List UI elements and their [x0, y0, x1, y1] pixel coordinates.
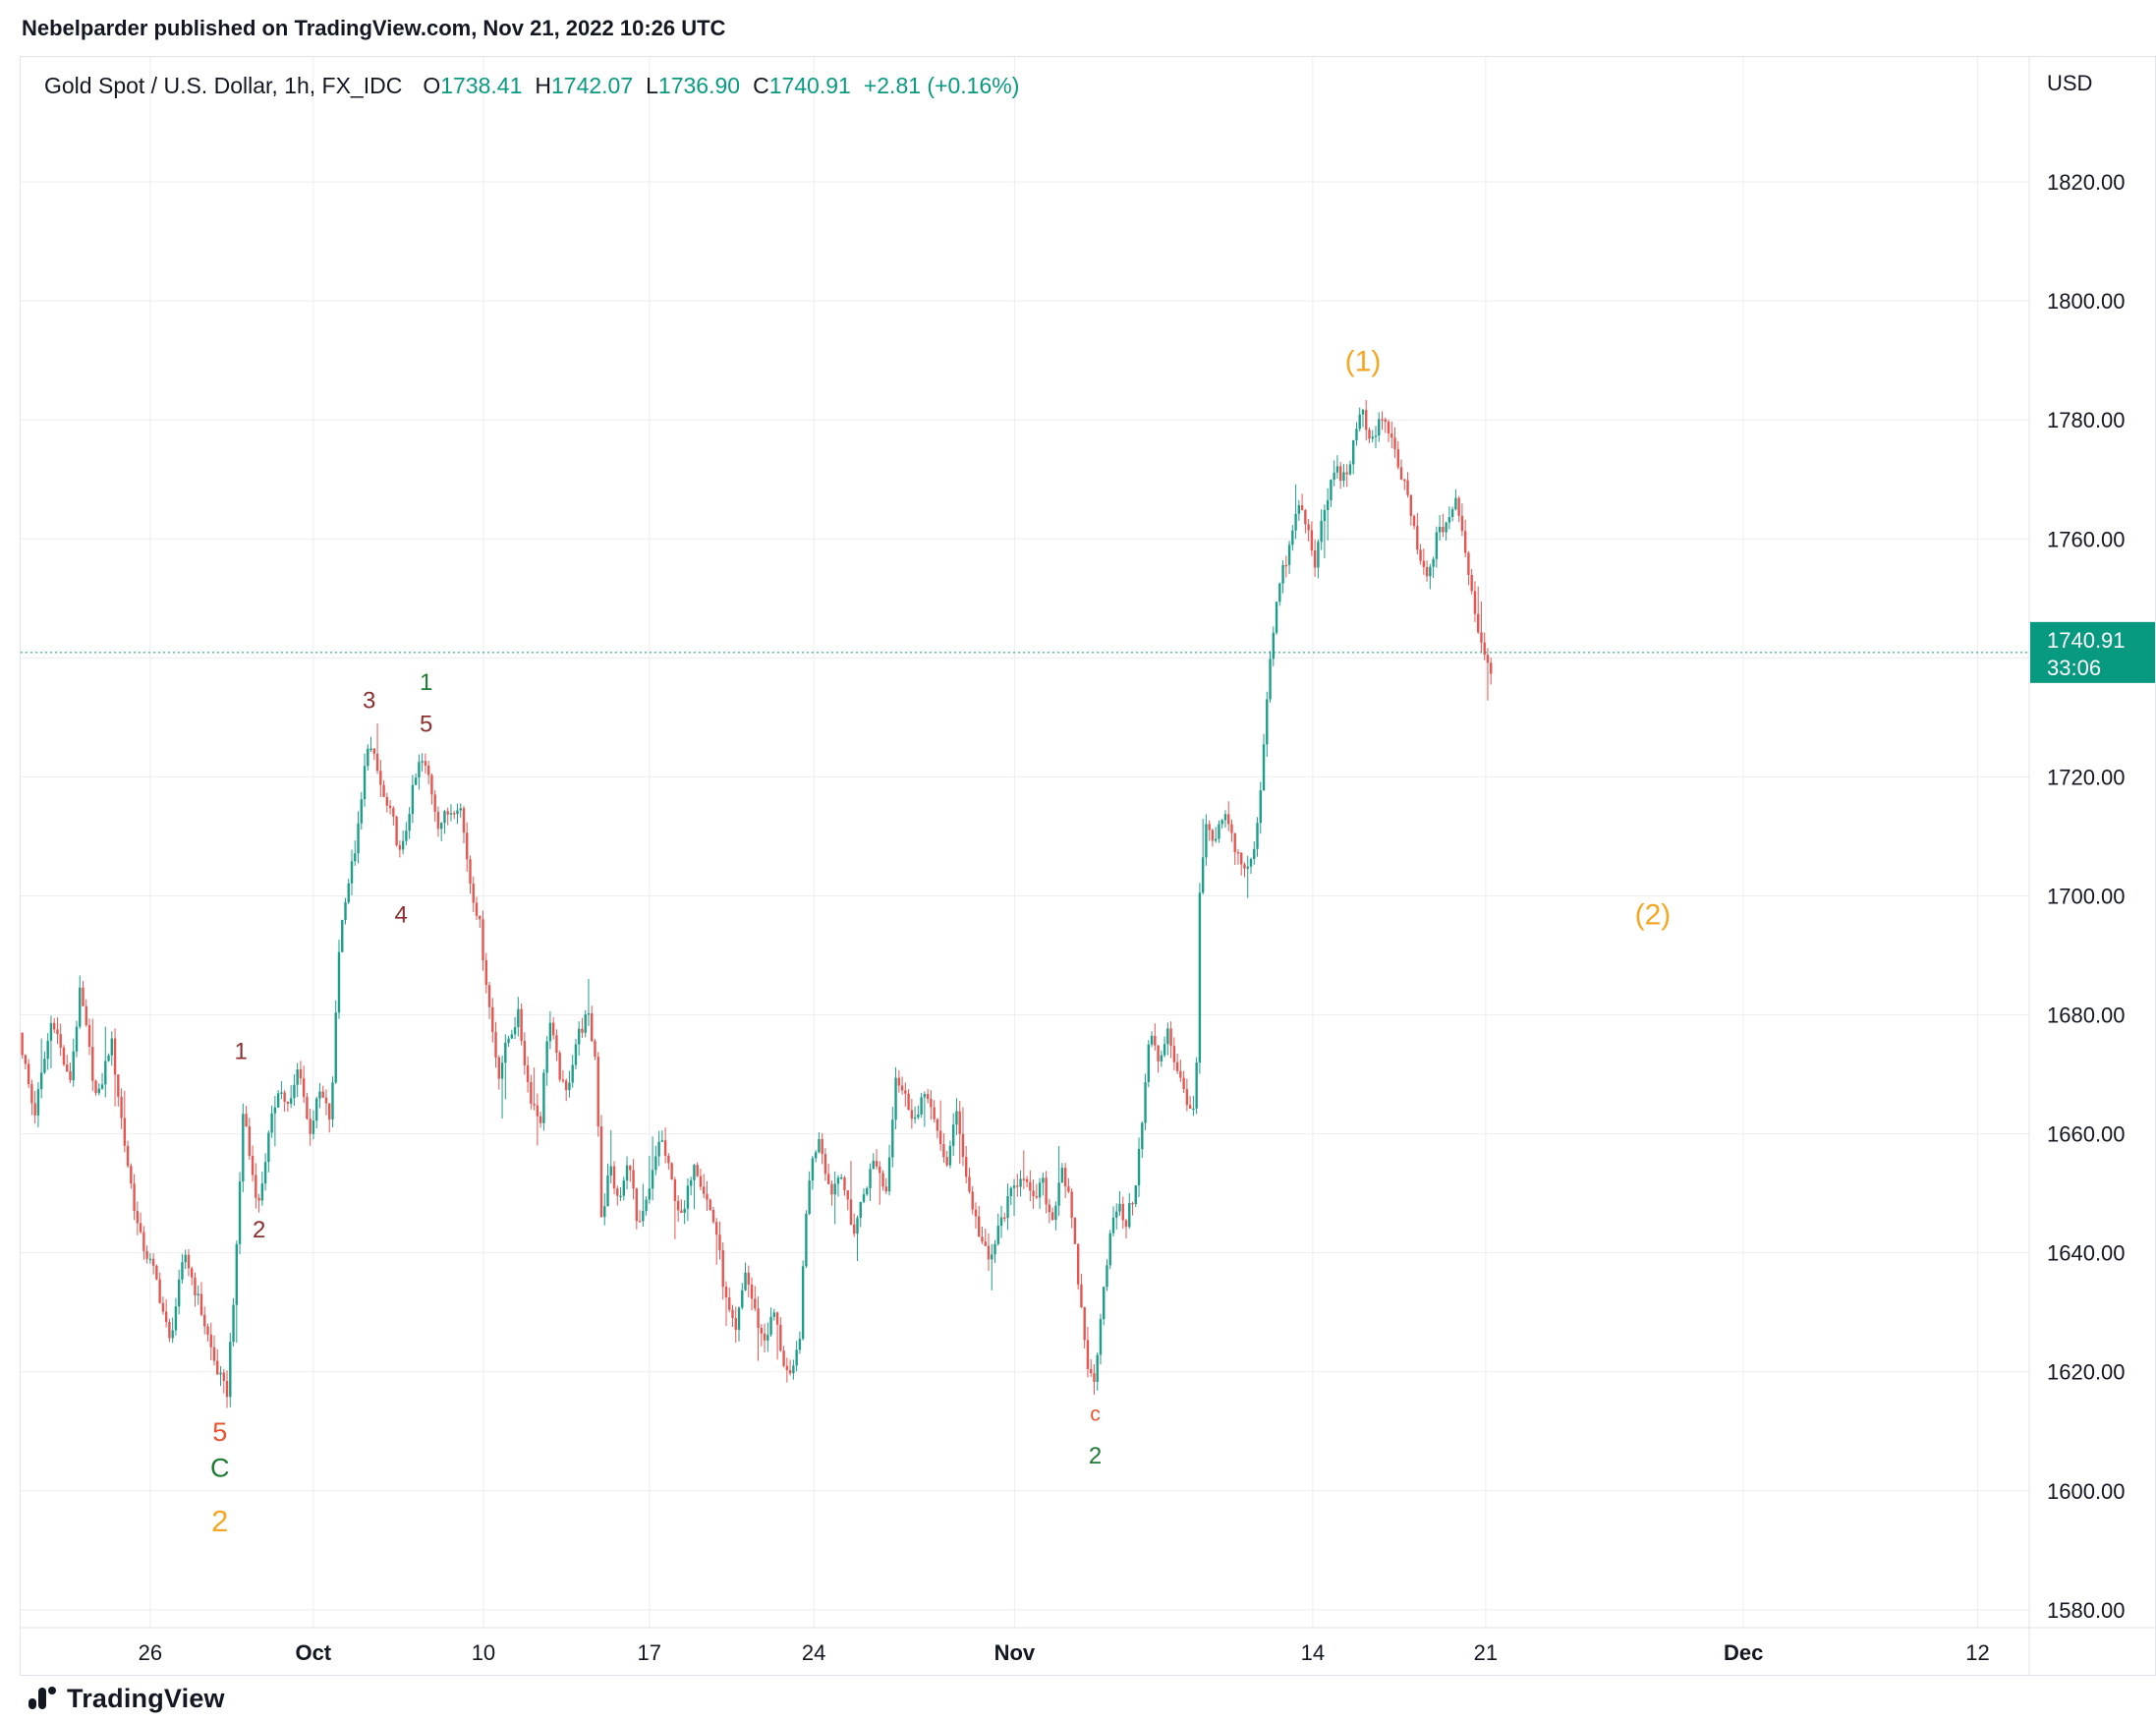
wave-label-2[interactable]: 2 — [1089, 1443, 1102, 1469]
wave-label-2[interactable]: 2 — [211, 1504, 228, 1538]
time-tick: 21 — [1474, 1640, 1498, 1665]
publish-header: Nebelparder published on TradingView.com… — [0, 0, 2156, 56]
wave-label-4[interactable]: 4 — [394, 901, 407, 928]
price-axis[interactable]: USD 1820.00 1800.00 1780.00 1760.00 1720.00 17… — [2047, 71, 2126, 1623]
grid — [21, 57, 2029, 1628]
price-tick: 1800.00 — [2047, 289, 2126, 314]
candlestick-series[interactable] — [21, 400, 1493, 1408]
tradingview-wordmark[interactable]: TradingView — [67, 1684, 225, 1713]
time-tick: 10 — [472, 1640, 495, 1665]
time-tick: 17 — [638, 1640, 661, 1665]
time-axis[interactable]: 26 Oct 10 17 24 Nov 14 21 Dec 12 — [139, 1640, 1990, 1665]
time-tick: 24 — [802, 1640, 825, 1665]
wave-label-3[interactable]: 3 — [363, 687, 375, 714]
chart-pane[interactable]: 3154125C2c2(1)(2)USD1820.001800.001780.0… — [21, 57, 2155, 1675]
wave-label-1[interactable]: 1 — [235, 1038, 248, 1064]
price-tick: 1780.00 — [2047, 408, 2126, 432]
wave-label-(2)[interactable]: (2) — [1635, 898, 1672, 931]
price-tick: 1700.00 — [2047, 884, 2126, 908]
wave-label-c[interactable]: c — [1090, 1404, 1101, 1426]
wave-label-C[interactable]: C — [210, 1453, 230, 1482]
price-tick: 1640.00 — [2047, 1241, 2126, 1266]
wave-label-2[interactable]: 2 — [253, 1217, 265, 1243]
time-tick: Oct — [295, 1640, 331, 1665]
wave-labels[interactable]: 3 1 5 4 1 2 5 C 2 c 2 (1) (2) — [210, 346, 1671, 1539]
price-tick: 1680.00 — [2047, 1004, 2126, 1028]
footer: TradingView — [20, 1676, 225, 1722]
bar-countdown: 33:06 — [2047, 656, 2101, 680]
time-tick: 12 — [1965, 1640, 1989, 1665]
time-tick: 14 — [1301, 1640, 1325, 1665]
currency-label: USD — [2047, 71, 2092, 95]
wave-label-(1)[interactable]: (1) — [1345, 346, 1382, 378]
time-tick: 26 — [139, 1640, 162, 1665]
wave-label-1[interactable]: 1 — [420, 669, 432, 696]
time-tick: Nov — [994, 1640, 1036, 1665]
price-tick: 1720.00 — [2047, 765, 2126, 789]
price-tick: 1600.00 — [2047, 1479, 2126, 1504]
time-tick: Dec — [1724, 1640, 1763, 1665]
last-price-value: 1740.91 — [2047, 628, 2126, 653]
chart-frame: 3 1 5 4 1 2 5 C 2 c 2 (1) (2) USD 1820.00 1800.00 1780.0… — [20, 56, 2156, 1676]
price-tick: 1580.00 — [2047, 1598, 2126, 1623]
tradingview-logo-icon[interactable] — [28, 1682, 57, 1716]
wave-label-5[interactable]: 5 — [212, 1417, 227, 1447]
last-price-badge: 1740.91 33:06 — [2030, 621, 2155, 683]
wave-label-5[interactable]: 5 — [420, 712, 432, 738]
price-tick: 1760.00 — [2047, 527, 2126, 551]
price-tick: 1820.00 — [2047, 170, 2126, 195]
price-tick: 1660.00 — [2047, 1122, 2126, 1147]
price-tick: 1620.00 — [2047, 1360, 2126, 1385]
